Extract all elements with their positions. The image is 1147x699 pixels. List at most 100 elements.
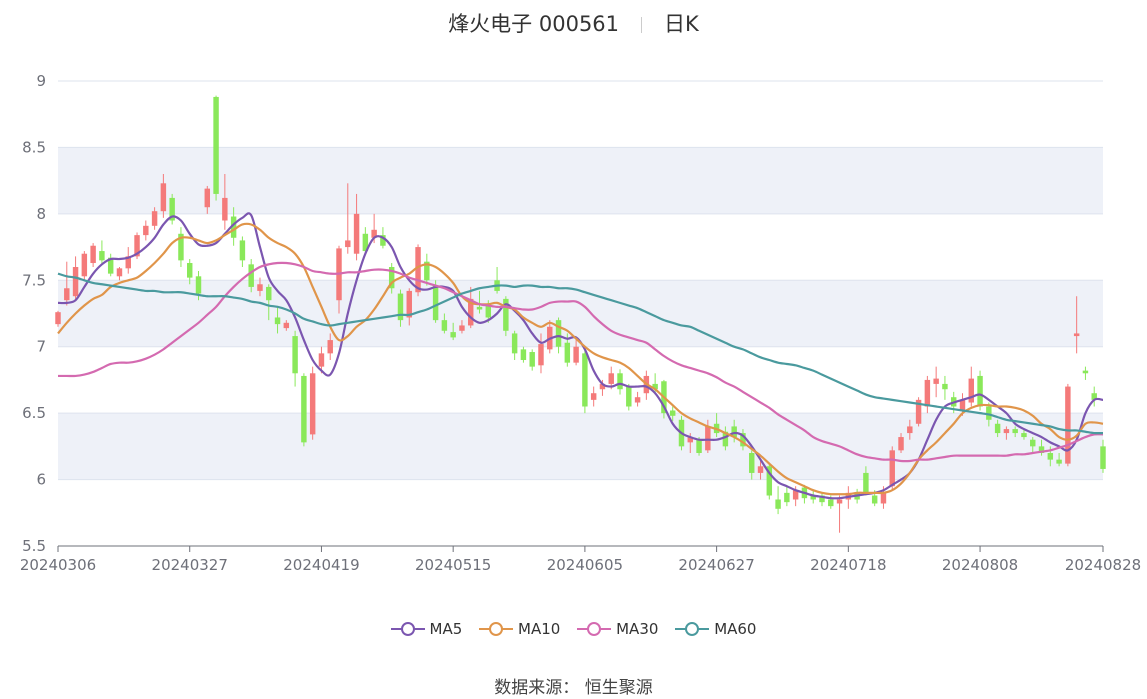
candle-body: [836, 499, 843, 504]
legend-label-ma60: MA60: [714, 620, 757, 638]
candle-body: [362, 233, 369, 252]
x-tick-label: 20240808: [942, 556, 1018, 574]
candle-body: [871, 495, 878, 504]
candle-body: [1065, 386, 1071, 464]
candle-body: [1047, 453, 1054, 460]
candle-body: [397, 293, 404, 321]
y-tick-label: 7: [36, 338, 46, 356]
series-line-ma60: [57, 272, 1104, 435]
candle-body: [959, 399, 966, 411]
candle-body: [538, 344, 544, 366]
candle-body: [230, 216, 237, 238]
legend-marker-ma60: [675, 622, 710, 636]
candle-body: [608, 373, 614, 384]
candle-body: [784, 492, 790, 503]
candle-body: [134, 235, 140, 257]
candle-body: [90, 245, 96, 264]
candle-body: [924, 379, 931, 407]
candle-body: [757, 466, 764, 473]
chart-title-text: 烽火电子 000561: [448, 12, 620, 36]
candle-body: [775, 499, 781, 509]
candle-body: [81, 253, 88, 277]
legend-item-ma10[interactable]: MA10: [479, 620, 560, 638]
candle-body: [503, 298, 509, 331]
candle-body: [819, 495, 825, 503]
candlestick-chart: 5.5 6 6.5 7 7.5 8 8.5 9 20240306 20240327 20240419…: [20, 72, 1141, 574]
candle-body: [187, 263, 193, 278]
series-line-ma10: [57, 222, 1104, 496]
candle-body: [986, 406, 992, 420]
grid-band: [58, 413, 1103, 480]
candle-body: [169, 197, 175, 221]
candle-body: [1056, 459, 1062, 464]
x-tick-label: 20240718: [810, 556, 886, 574]
candle-body: [511, 333, 518, 354]
candle-body: [1082, 370, 1089, 374]
candle-body: [222, 197, 228, 221]
candle-body: [828, 499, 834, 507]
candle-body: [792, 490, 799, 500]
candle-body: [213, 96, 219, 194]
candle-body: [301, 375, 307, 443]
candle-body: [1073, 333, 1080, 337]
candle-body: [634, 397, 641, 403]
candle-body: [107, 257, 114, 274]
candle-body: [529, 352, 535, 367]
candle-body: [151, 211, 158, 226]
legend-item-ma5[interactable]: MA5: [390, 620, 463, 638]
candle-body: [1100, 446, 1106, 469]
candle-body: [72, 267, 79, 297]
candle-body: [239, 240, 246, 261]
x-tick-label: 20240515: [415, 556, 491, 574]
candle-body: [968, 378, 974, 403]
candle-body: [520, 349, 527, 360]
candle-body: [1003, 429, 1010, 434]
y-tick-label: 8: [36, 205, 46, 223]
candle-body: [309, 373, 316, 435]
x-tick-label: 20240828: [1065, 556, 1141, 574]
candle-body: [889, 450, 895, 487]
legend-item-ma30[interactable]: MA30: [577, 620, 658, 638]
candle-body: [582, 353, 588, 407]
chart-legend: MA5 MA10 MA30 MA60: [0, 620, 1147, 640]
candle-body: [64, 288, 70, 301]
candle-body: [942, 383, 948, 390]
candle-body: [564, 342, 571, 363]
candle-body: [99, 251, 105, 261]
candle-body: [810, 495, 816, 500]
x-tick-label: 20240306: [20, 556, 96, 574]
candle-body: [450, 332, 456, 338]
candle-body: [380, 235, 386, 246]
candle-body: [898, 437, 904, 451]
candle-body: [468, 298, 474, 326]
legend-label-ma5: MA5: [429, 620, 463, 638]
candle-body: [257, 284, 263, 291]
candle-body: [652, 383, 658, 390]
title-separator: [641, 17, 643, 33]
y-tick-label: 8.5: [22, 138, 46, 156]
candle-body: [915, 399, 922, 424]
chart-period: 日K: [664, 12, 699, 36]
legend-item-ma60[interactable]: MA60: [675, 620, 756, 638]
candle-body: [371, 229, 377, 238]
candle-body: [432, 285, 439, 321]
candle-body: [266, 286, 272, 301]
candle-body: [388, 267, 395, 289]
candle-body: [1021, 433, 1027, 438]
candle-body: [573, 346, 579, 363]
candle-body: [327, 340, 333, 354]
candle-body: [731, 426, 737, 438]
candle-body: [617, 373, 623, 390]
candle-body: [687, 437, 693, 443]
series-line-ma30: [57, 261, 1104, 463]
candle-body: [1012, 429, 1018, 434]
legend-label-ma30: MA30: [616, 620, 659, 638]
candle-body: [353, 213, 360, 254]
candle-body: [415, 247, 421, 293]
candle-body: [143, 225, 149, 236]
y-tick-label: 6.5: [22, 404, 46, 422]
data-source-label: 数据来源：: [494, 678, 580, 698]
candle-body: [125, 256, 131, 269]
y-tick-label: 5.5: [22, 537, 46, 555]
x-tick-label: 20240419: [283, 556, 359, 574]
